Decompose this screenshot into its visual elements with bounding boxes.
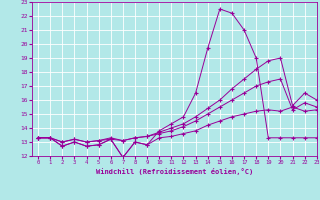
X-axis label: Windchill (Refroidissement éolien,°C): Windchill (Refroidissement éolien,°C) xyxy=(96,168,253,175)
